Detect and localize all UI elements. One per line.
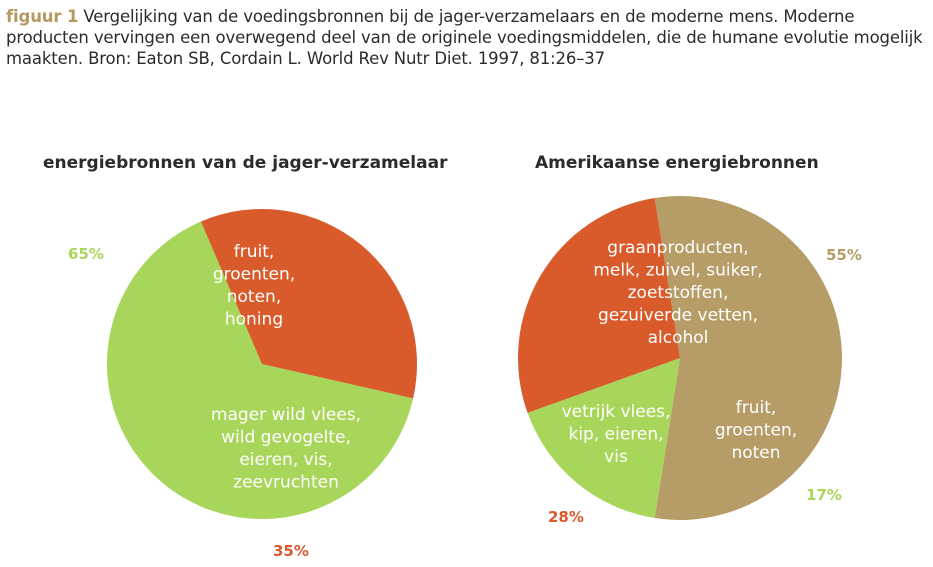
slice-label-line: melk, zuivel, suiker,	[593, 261, 762, 281]
percent-label-0-0: 65%	[68, 245, 104, 263]
pie-slice-1-2	[517, 197, 680, 413]
slice-label-line: wild gevogelte,	[221, 428, 351, 448]
slice-label-line: eieren, vis,	[239, 450, 332, 470]
slice-label-line: zeevruchten	[233, 473, 339, 493]
slice-label-line: zoetstoffen,	[628, 283, 729, 303]
figure-caption: figuur 1 Vergelijking van de voedingsbro…	[6, 6, 926, 69]
pie-slice-1-1	[527, 358, 680, 519]
slice-label-line: noten,	[227, 287, 281, 307]
percent-label-1-0: 55%	[826, 246, 862, 264]
pie-chart-hunter-gatherer: energiebronnen van de jager-verzamelaar …	[43, 153, 448, 560]
slice-label-line: mager wild vlees,	[211, 405, 361, 425]
slice-label-line: vetrijk vlees,	[562, 402, 671, 422]
slice-label-line: honing	[225, 310, 283, 330]
slice-label-0-1: mager wild vlees, wild gevogelte, eieren, …	[211, 405, 361, 493]
slice-label-0-0: fruit, groenten, noten, honing	[213, 242, 295, 330]
chart-title-hunter-gatherer: energiebronnen van de jager-verzamelaar	[43, 153, 448, 173]
figure-label: figuur 1	[6, 7, 79, 26]
pie-slice-0-1	[200, 208, 418, 399]
percent-label-1-1: 17%	[806, 486, 842, 504]
slice-label-1-1: fruit, groenten, noten	[715, 398, 797, 463]
pie-slice-1-0	[654, 196, 842, 521]
slice-label-line: gezuiverde vetten,	[598, 306, 758, 326]
percent-label-0-1: 35%	[273, 542, 309, 560]
slice-label-1-2: vetrijk vlees, kip, eieren, vis	[562, 402, 671, 467]
slice-label-line: groenten,	[715, 421, 797, 441]
slice-label-line: kip, eieren,	[568, 425, 663, 445]
pie-slice-0-0	[107, 221, 414, 519]
slice-label-line: groenten,	[213, 265, 295, 285]
slice-label-line: alcohol	[648, 328, 709, 348]
slice-label-line: fruit,	[736, 398, 777, 418]
percent-label-1-2: 28%	[548, 508, 584, 526]
slice-label-line: noten	[731, 443, 780, 463]
slice-label-line: vis	[604, 447, 628, 467]
pie-chart-american: Amerikaanse energiebronnen graanproducte…	[517, 153, 862, 526]
slice-label-line: fruit,	[234, 242, 275, 262]
caption-text: Vergelijking van de voedingsbronnen bij …	[6, 7, 923, 68]
slice-label-line: graanproducten,	[607, 238, 748, 258]
slice-label-1-0: graanproducten, melk, zuivel, suiker, zoet…	[593, 238, 762, 348]
chart-title-american: Amerikaanse energiebronnen	[535, 153, 819, 173]
